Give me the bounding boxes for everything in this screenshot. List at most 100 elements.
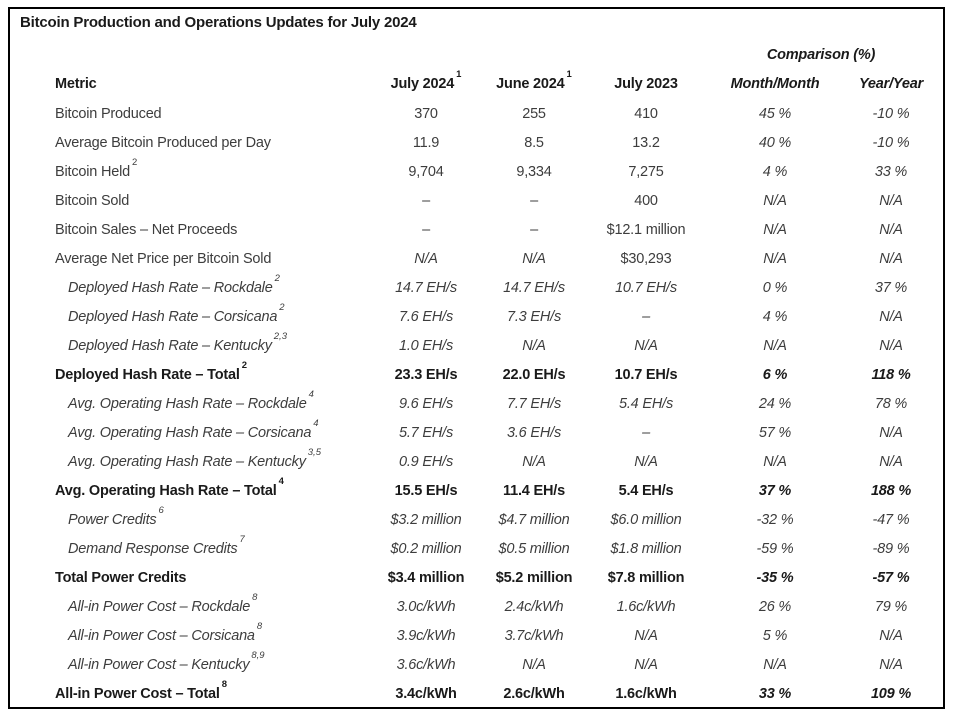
metric-cell: Total Power Credits bbox=[55, 569, 187, 586]
footnote-marker: 4 bbox=[313, 417, 319, 429]
footnote-marker: 8 bbox=[256, 620, 263, 632]
value-cell: 78 % bbox=[874, 395, 908, 412]
value-cell: $0.2 million bbox=[390, 540, 462, 557]
column-header-month-month: Month/Month bbox=[730, 75, 820, 92]
value-cell: 6 % bbox=[762, 366, 788, 383]
metric-cell: All-in Power Cost – Corsicana8 bbox=[68, 620, 263, 644]
value-cell: N/A bbox=[879, 308, 903, 325]
metric-cell: Avg. Operating Hash Rate – Total4 bbox=[55, 475, 284, 499]
value-cell: 7.6 EH/s bbox=[398, 308, 453, 325]
value-cell: $12.1 million bbox=[606, 221, 686, 238]
value-cell: N/A bbox=[634, 656, 658, 673]
report-frame: Bitcoin Production and Operations Update… bbox=[8, 7, 945, 709]
value-cell: -57 % bbox=[872, 569, 910, 586]
metric-cell: All-in Power Cost – Rockdale8 bbox=[68, 591, 258, 615]
metric-cell: Bitcoin Produced bbox=[55, 105, 162, 122]
value-cell: 3.7c/kWh bbox=[504, 627, 564, 644]
table-row: All-in Power Cost – Total8 3.4c/kWh 2.6c/k… bbox=[55, 679, 937, 708]
table-row: Bitcoin Produced 370 255 410 45 % -10 % bbox=[55, 99, 937, 128]
metric-cell: Avg. Operating Hash Rate – Kentucky3,5 bbox=[68, 446, 321, 470]
value-cell: N/A bbox=[634, 627, 658, 644]
value-cell: 9,334 bbox=[516, 163, 552, 180]
footnote-marker: 4 bbox=[308, 388, 314, 400]
table-row: Deployed Hash Rate – Kentucky2,3 1.0 EH/s… bbox=[55, 331, 937, 360]
table-row: Deployed Hash Rate – Corsicana2 7.6 EH/s 7… bbox=[55, 302, 937, 331]
column-header-june-2024: June 20241 bbox=[496, 68, 572, 92]
table-row: Bitcoin Sold – – 400 N/A N/A bbox=[55, 186, 937, 215]
metric-cell: Power Credits6 bbox=[68, 504, 164, 528]
value-cell: 7,275 bbox=[628, 163, 664, 180]
value-cell: 45 % bbox=[758, 105, 792, 122]
value-cell: $3.4 million bbox=[387, 569, 465, 586]
value-cell: $5.2 million bbox=[495, 569, 573, 586]
value-cell: N/A bbox=[763, 656, 787, 673]
metric-cell: Average Bitcoin Produced per Day bbox=[55, 134, 271, 151]
metrics-table: Comparison (%) Metric July 20241 June 20… bbox=[55, 41, 937, 708]
value-cell: 5.4 EH/s bbox=[618, 482, 674, 499]
table-row: Average Net Price per Bitcoin Sold N/A N/A… bbox=[55, 244, 937, 273]
value-cell: $4.7 million bbox=[498, 511, 570, 528]
value-cell: 400 bbox=[634, 192, 658, 209]
value-cell: 11.9 bbox=[412, 134, 440, 151]
table-row: All-in Power Cost – Kentucky8,9 3.6c/kWh N… bbox=[55, 650, 937, 679]
value-cell: N/A bbox=[879, 192, 903, 209]
value-cell: 24 % bbox=[758, 395, 792, 412]
value-cell: 3.4c/kWh bbox=[395, 685, 457, 702]
value-cell: 9.6 EH/s bbox=[398, 395, 453, 412]
value-cell: N/A bbox=[634, 337, 658, 354]
value-cell: 188 % bbox=[870, 482, 912, 499]
table-row: Deployed Hash Rate – Total2 23.3 EH/s 22.0… bbox=[55, 360, 937, 389]
value-cell: 1.0 EH/s bbox=[398, 337, 453, 354]
value-cell: N/A bbox=[634, 453, 658, 470]
metric-cell: All-in Power Cost – Total8 bbox=[55, 678, 228, 702]
footnote-marker: 7 bbox=[239, 533, 245, 545]
table-row: Bitcoin Sales – Net Proceeds – – $12.1 mill… bbox=[55, 215, 937, 244]
value-cell: 40 % bbox=[758, 134, 792, 151]
table-row: Bitcoin Held2 9,704 9,334 7,275 4 % 33 % bbox=[55, 157, 937, 186]
table-row: All-in Power Cost – Rockdale8 3.0c/kWh 2.4… bbox=[55, 592, 937, 621]
column-header-year-year: Year/Year bbox=[858, 75, 924, 92]
value-cell: N/A bbox=[522, 656, 546, 673]
column-header-july-2024: July 20241 bbox=[390, 68, 462, 92]
footnote-marker: 2 bbox=[274, 272, 280, 284]
page-title: Bitcoin Production and Operations Update… bbox=[20, 14, 417, 31]
metric-cell: Bitcoin Sold bbox=[55, 192, 130, 209]
metric-cell: Deployed Hash Rate – Corsicana2 bbox=[68, 301, 285, 325]
value-cell: 7.3 EH/s bbox=[506, 308, 561, 325]
value-cell: 7.7 EH/s bbox=[506, 395, 561, 412]
value-cell: – bbox=[530, 221, 538, 238]
value-cell: N/A bbox=[522, 337, 546, 354]
value-cell: 10.7 EH/s bbox=[615, 279, 677, 296]
value-cell: 79 % bbox=[874, 598, 908, 615]
value-cell: N/A bbox=[414, 250, 438, 267]
column-header-july-2023: July 2023 bbox=[614, 75, 678, 92]
value-cell: -59 % bbox=[756, 540, 794, 557]
table-row: All-in Power Cost – Corsicana8 3.9c/kWh 3.… bbox=[55, 621, 937, 650]
value-cell: 5 % bbox=[762, 627, 788, 644]
comparison-header-row: Comparison (%) bbox=[55, 41, 937, 68]
value-cell: 3.6c/kWh bbox=[396, 656, 456, 673]
value-cell: 11.4 EH/s bbox=[503, 482, 565, 499]
table-row: Avg. Operating Hash Rate – Total4 15.5 EH… bbox=[55, 476, 937, 505]
metric-cell: Avg. Operating Hash Rate – Rockdale4 bbox=[68, 388, 314, 412]
footnote-marker: 8,9 bbox=[251, 649, 265, 661]
value-cell: -10 % bbox=[872, 134, 910, 151]
value-cell: N/A bbox=[879, 250, 903, 267]
value-cell: 57 % bbox=[758, 424, 792, 441]
value-cell: N/A bbox=[879, 656, 903, 673]
column-header-metric: Metric bbox=[55, 75, 97, 92]
value-cell: -10 % bbox=[872, 105, 910, 122]
value-cell: 26 % bbox=[758, 598, 792, 615]
value-cell: 0 % bbox=[762, 279, 788, 296]
value-cell: $6.0 million bbox=[610, 511, 682, 528]
value-cell: 14.7 EH/s bbox=[503, 279, 565, 296]
footnote-marker: 2 bbox=[131, 156, 138, 168]
spacer-cell bbox=[55, 41, 705, 68]
value-cell: 370 bbox=[414, 105, 438, 122]
value-cell: 0.9 EH/s bbox=[398, 453, 453, 470]
value-cell: 3.9c/kWh bbox=[396, 627, 456, 644]
value-cell: N/A bbox=[763, 337, 787, 354]
table-row: Deployed Hash Rate – Rockdale2 14.7 EH/s 1… bbox=[55, 273, 937, 302]
value-cell: 410 bbox=[634, 105, 658, 122]
value-cell: 23.3 EH/s bbox=[394, 366, 458, 383]
